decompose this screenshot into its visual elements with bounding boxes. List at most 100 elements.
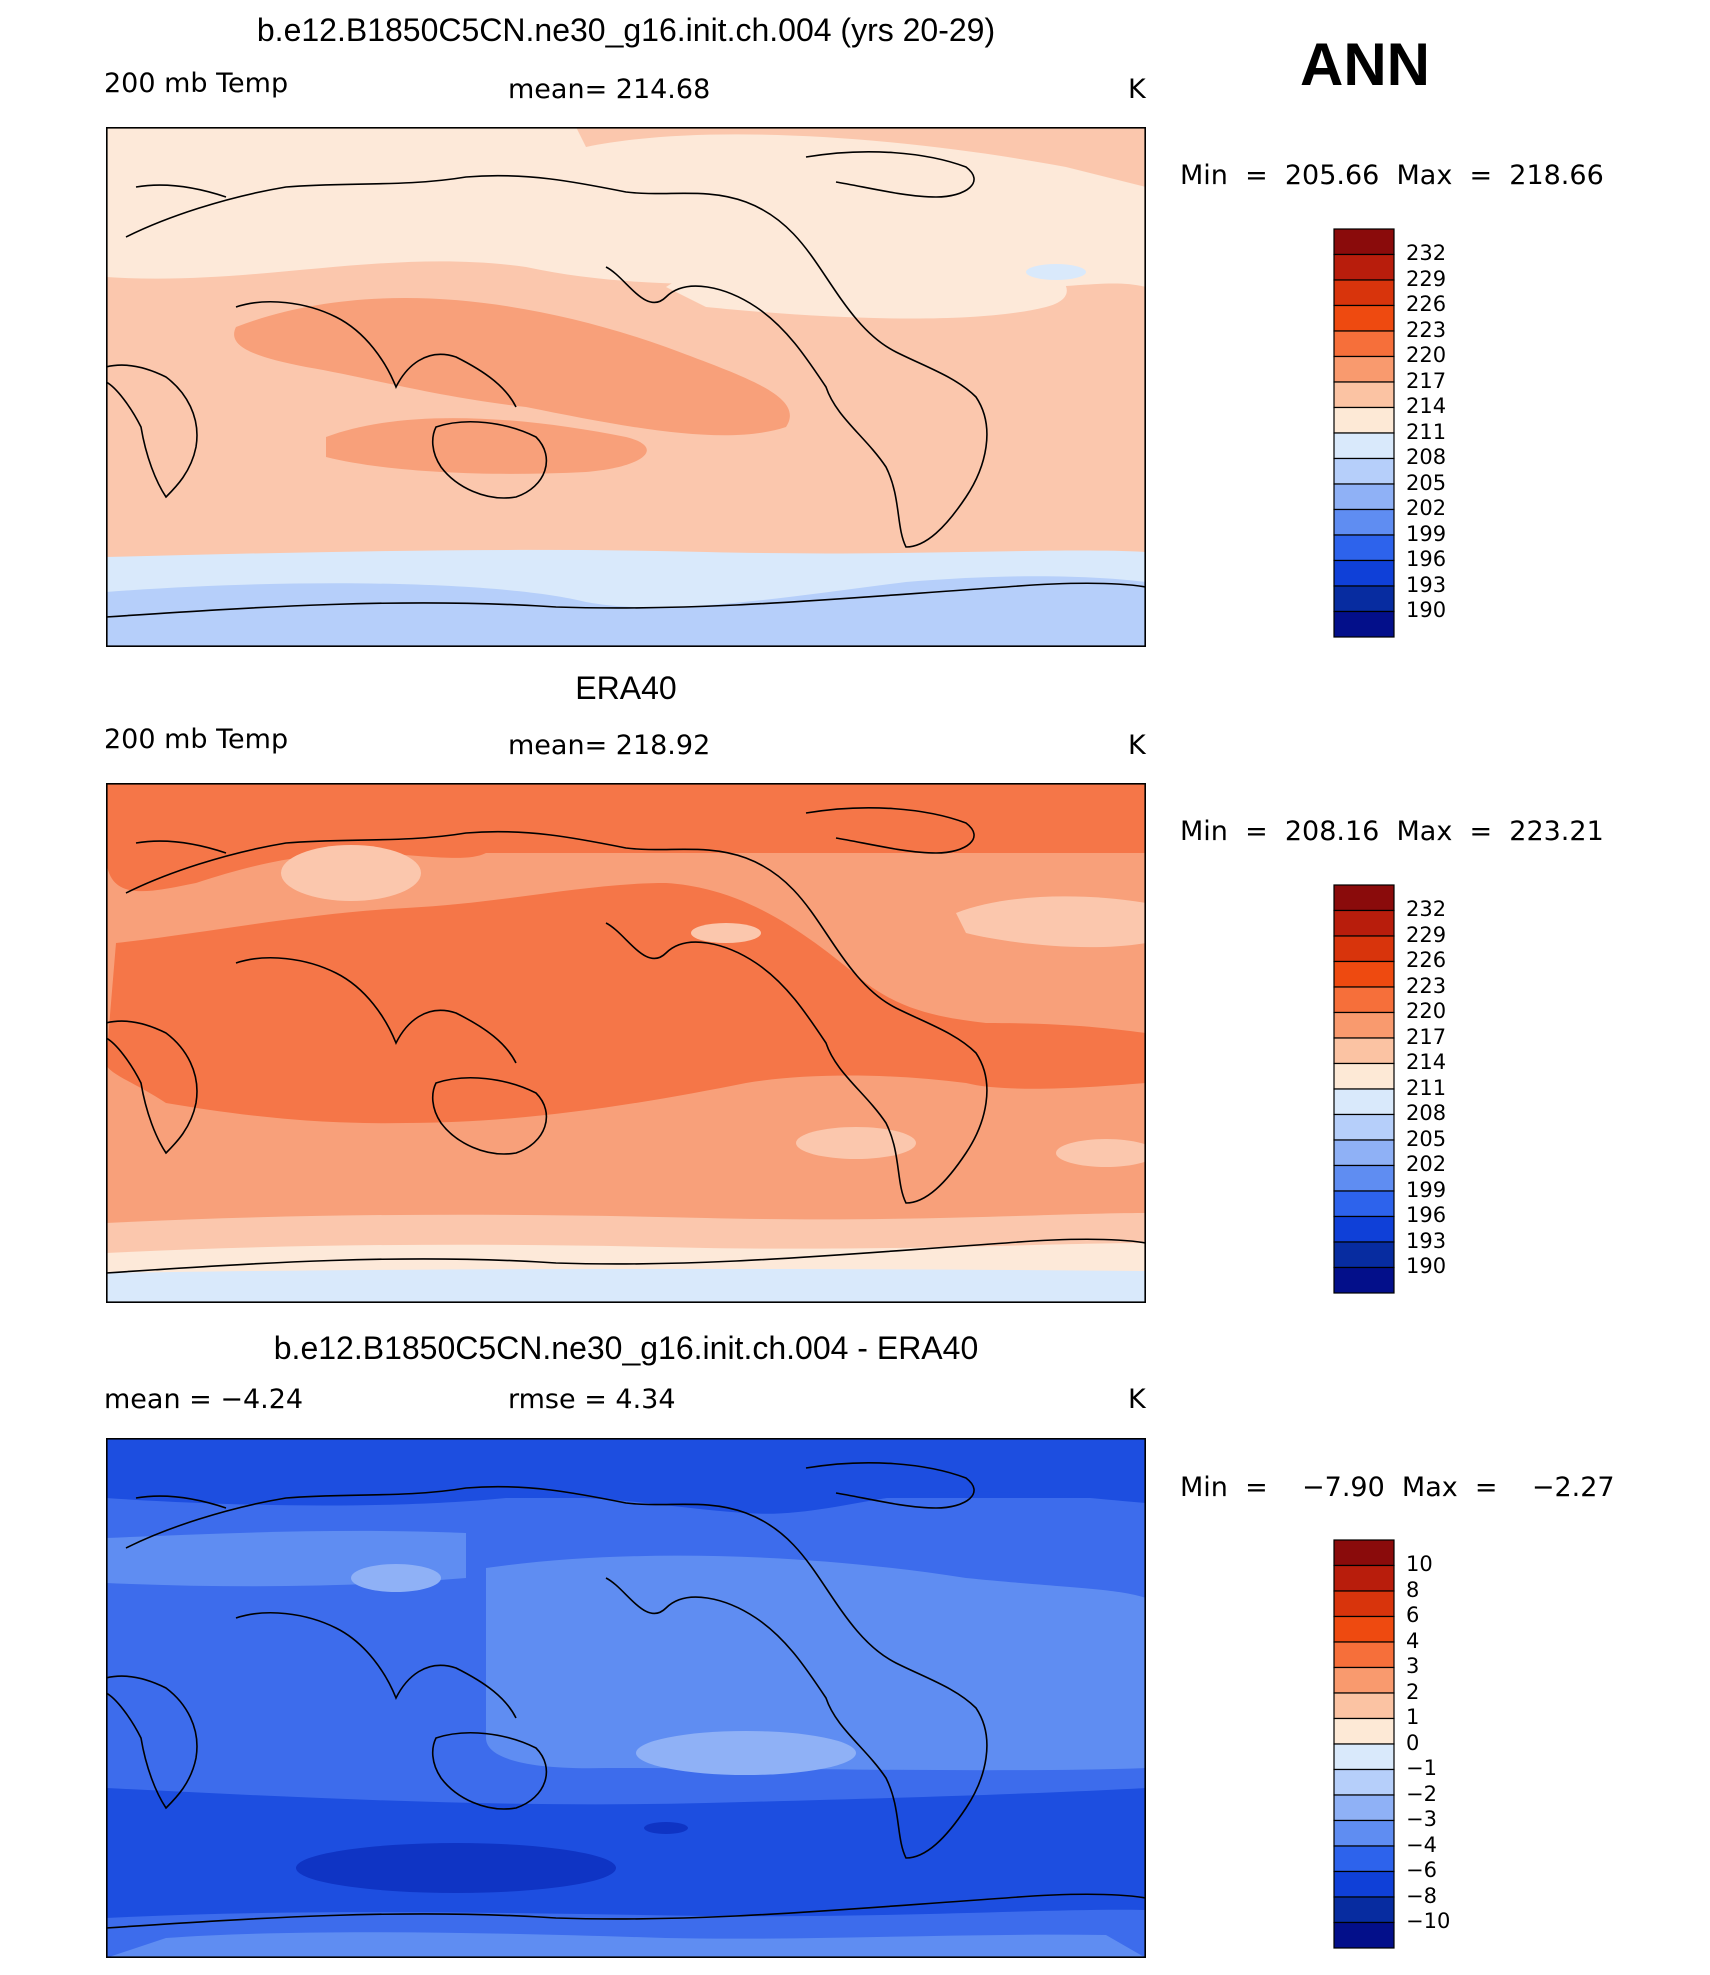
colorbar-box <box>1333 1590 1395 1618</box>
map-1-arctic-214 <box>576 127 1146 187</box>
colorbar-2-label: 232 <box>1406 897 1446 921</box>
colorbar-3-label: −3 <box>1406 1807 1437 1831</box>
colorbar-box <box>1333 1266 1395 1294</box>
colorbar-box <box>1333 559 1395 587</box>
colorbar-2-label: 220 <box>1406 999 1446 1023</box>
colorbar-2-label: 196 <box>1406 1203 1446 1227</box>
colorbar-box <box>1333 1241 1395 1269</box>
colorbar-box <box>1333 228 1395 256</box>
colorbar-box <box>1333 483 1395 511</box>
map-2-spac-214 <box>796 1127 916 1159</box>
map-2-siberia-214 <box>281 845 421 901</box>
panel-3-mean-label: mean = −4.24 <box>104 1384 304 1415</box>
colorbar-3-label: 6 <box>1406 1603 1419 1627</box>
colorbar-box <box>1333 355 1395 383</box>
colorbar-1-label: 232 <box>1406 241 1446 265</box>
colorbar-box <box>1333 884 1395 912</box>
colorbar-1-label: 214 <box>1406 394 1446 418</box>
colorbar-3-label: −10 <box>1406 1909 1450 1933</box>
colorbar-box <box>1333 1113 1395 1141</box>
colorbar-box <box>1333 1190 1395 1218</box>
colorbar-3-label: −1 <box>1406 1756 1437 1780</box>
colorbar-3-label: 8 <box>1406 1578 1419 1602</box>
map-1-tropical-217 <box>234 298 790 436</box>
colorbar-box <box>1333 432 1395 460</box>
colorbar-1-label: 226 <box>1406 292 1446 316</box>
colorbar-2-label: 226 <box>1406 948 1446 972</box>
panel-1-colorbar: 232 229 226 223 220 217 214 211 208 205 … <box>1333 228 1446 638</box>
colorbar-1-boxes <box>1333 228 1395 638</box>
colorbar-box <box>1333 1139 1395 1167</box>
colorbar-box <box>1333 1819 1395 1847</box>
map-3-tibet-m2 <box>351 1564 441 1592</box>
colorbar-2-label: 217 <box>1406 1025 1446 1049</box>
colorbar-1-label: 205 <box>1406 471 1446 495</box>
map-2-pacific-214 <box>691 923 761 943</box>
map-1-npac-211 <box>666 247 1067 319</box>
colorbar-box <box>1333 330 1395 358</box>
panel-1-variable-label: 200 mb Temp <box>104 68 289 99</box>
colorbar-box <box>1333 253 1395 281</box>
colorbar-1-label: 220 <box>1406 343 1446 367</box>
colorbar-box <box>1333 986 1395 1014</box>
colorbar-2-boxes <box>1333 884 1395 1294</box>
colorbar-3-label: 1 <box>1406 1705 1419 1729</box>
colorbar-box <box>1333 1921 1395 1949</box>
colorbar-2-label: 208 <box>1406 1101 1446 1125</box>
colorbar-box <box>1333 1845 1395 1873</box>
map-3-antarctic-m3 <box>106 1932 1146 1958</box>
colorbar-2-label: 202 <box>1406 1152 1446 1176</box>
colorbar-box <box>1333 381 1395 409</box>
colorbar-3-label: 4 <box>1406 1629 1419 1653</box>
panel-1-units: K <box>1128 74 1146 105</box>
map-2-satl-214 <box>1056 1139 1146 1167</box>
colorbar-box <box>1333 1164 1395 1192</box>
colorbar-3-label: −4 <box>1406 1833 1437 1857</box>
colorbar-1-label: 208 <box>1406 445 1446 469</box>
map-2-atlantic-214 <box>956 896 1146 948</box>
colorbar-3-label: −6 <box>1406 1858 1437 1882</box>
colorbar-box <box>1333 1743 1395 1771</box>
colorbar-1-label: 229 <box>1406 267 1446 291</box>
panel-3-minmax: Min = −7.90 Max = −2.27 <box>1180 1472 1615 1503</box>
map-2-antarctic-208 <box>106 1268 1146 1303</box>
colorbar-1-label: 217 <box>1406 369 1446 393</box>
map-3-coastlines <box>106 1462 1146 1929</box>
colorbar-2-label: 214 <box>1406 1050 1446 1074</box>
colorbar-box <box>1333 1794 1395 1822</box>
colorbar-1-label: 211 <box>1406 420 1446 444</box>
colorbar-box <box>1333 304 1395 332</box>
colorbar-box <box>1333 1717 1395 1745</box>
colorbar-box <box>1333 1692 1395 1720</box>
panel-1-title: b.e12.B1850C5CN.ne30_g16.init.ch.004 (yr… <box>256 12 996 48</box>
colorbar-box <box>1333 508 1395 536</box>
colorbar-3-label: 0 <box>1406 1731 1419 1755</box>
colorbar-1-label: 199 <box>1406 522 1446 546</box>
panel-3-title: b.e12.B1850C5CN.ne30_g16.init.ch.004 - E… <box>273 1330 979 1366</box>
colorbar-3-label: 10 <box>1406 1552 1433 1576</box>
colorbar-box <box>1333 610 1395 638</box>
panel-3-rmse-label: rmse = 4.34 <box>508 1384 676 1415</box>
colorbar-box <box>1333 1215 1395 1243</box>
colorbar-1-label: 193 <box>1406 573 1446 597</box>
colorbar-box <box>1333 1870 1395 1898</box>
map-3-spac-m2 <box>636 1731 856 1775</box>
colorbar-2-label: 199 <box>1406 1178 1446 1202</box>
panel-2-map <box>106 783 1146 1303</box>
panel-3-units: K <box>1128 1384 1146 1415</box>
panel-2-title: ERA40 <box>575 670 677 706</box>
colorbar-box <box>1333 1896 1395 1924</box>
colorbar-3-labels: 10 8 6 4 3 2 1 0 −1 −2 −3 −4 −6 −8 −10 <box>1406 1552 1450 1933</box>
colorbar-box <box>1333 1641 1395 1669</box>
panel-3-colorbar: 10 8 6 4 3 2 1 0 −1 −2 −3 −4 −6 −8 −10 <box>1333 1539 1450 1949</box>
colorbar-box <box>1333 457 1395 485</box>
panel-3-map <box>106 1438 1146 1958</box>
colorbar-2-label: 223 <box>1406 974 1446 998</box>
panel-2-units: K <box>1128 730 1146 761</box>
colorbar-box <box>1333 909 1395 937</box>
colorbar-2-label: 190 <box>1406 1254 1446 1278</box>
colorbar-box <box>1333 279 1395 307</box>
map-3-southern-m8 <box>296 1843 616 1893</box>
panel-2-colorbar: 232 229 226 223 220 217 214 211 208 205 … <box>1333 884 1446 1294</box>
colorbar-box <box>1333 1666 1395 1694</box>
